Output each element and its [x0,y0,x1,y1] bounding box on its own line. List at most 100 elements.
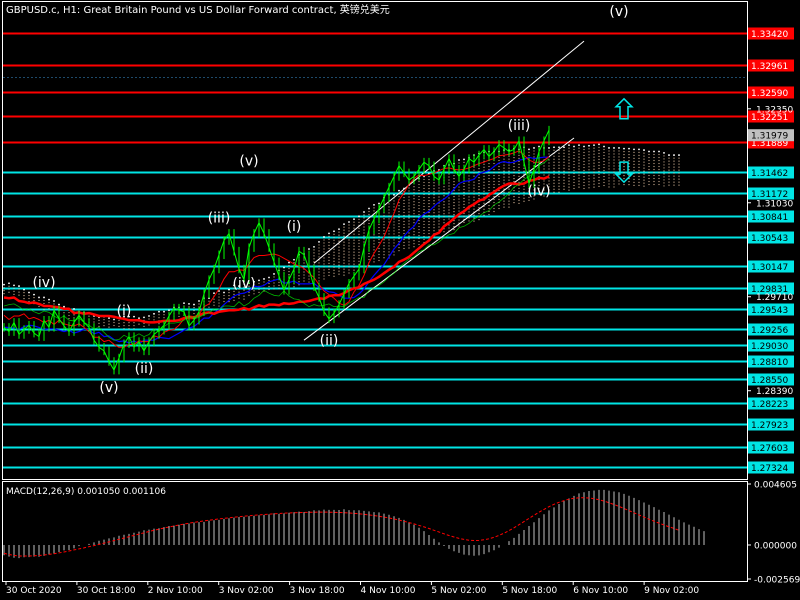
cloud-dot [488,177,490,180]
cloud-dot [468,196,470,198]
cloud-dot [508,200,510,202]
macd-pane[interactable]: 0.004605 0.000000 -0.002569 MACD(12,26,9) … [2,481,800,586]
cloud-dot [588,178,590,180]
cloud-edge-dot [633,148,635,151]
cloud-dot [518,154,520,156]
cloud-dot [473,196,475,198]
cloud-dot [443,204,445,206]
cloud-dot [568,177,570,179]
cloud-dot [378,259,380,262]
cloud-dot [218,293,220,295]
cloud-dot [388,206,390,208]
cloud-dot [423,199,425,202]
cloud-dot [428,226,430,229]
cloud-dot [578,150,580,152]
cloud-dot [343,262,345,264]
cloud-dot [133,325,135,327]
cloud-dot [483,202,485,204]
level-label: 1.28223 [751,400,788,410]
cloud-dot [623,178,625,180]
cloud-dot [428,211,430,214]
cloud-dot [413,198,415,200]
cloud-dot [468,175,470,177]
cloud-dot [338,231,340,233]
cloud-dot [333,239,335,241]
level-tag [748,282,794,295]
cloud-dot [398,217,400,219]
level-label: 1.28550 [751,376,788,386]
cloud-dot [568,156,570,158]
cloud-dot [498,156,500,159]
cloud-edge-dot [678,154,680,156]
wave-label: (iii) [208,211,231,227]
cloud-dot [523,176,525,178]
cloud-dot [518,181,520,183]
cloud-dot [513,160,515,162]
cloud-dot [673,175,675,177]
cloud-dot [478,207,480,209]
cloud-dot [288,273,290,276]
cloud-dot [408,217,410,219]
level-tag [748,339,794,352]
moving-averages [3,150,550,348]
cloud-dot [373,207,375,209]
cloud-dot [493,201,495,204]
cloud-dot [563,179,565,181]
cloud-dot [8,288,10,290]
price-pane[interactable]: (iv) (i) (v) (ii) (iii) (iv) (v) (i) (ii) (iii) (i… [2,1,795,480]
level-tag [748,231,794,244]
cloud-edge-dot [213,292,215,295]
cloud-dot [533,156,535,158]
cloud-dot [603,157,605,160]
cloud-dot [433,188,435,190]
cloud-dot [643,158,645,160]
cloud-dot [468,187,470,189]
cloud-dot [588,160,590,162]
cloud-dot [398,232,400,234]
cloud-dot [368,264,370,267]
cloud-edge-dot [648,150,650,153]
cloud-dot [573,181,575,184]
cloud-edge-dot [458,159,460,161]
cloud-dot [423,184,425,187]
cloud-dot [358,263,360,265]
cloud-dot [13,290,15,292]
cloud-dot [508,197,510,199]
cloud-dot [443,207,445,209]
cloud-dot [398,235,400,237]
cloud-dot [403,202,405,205]
cloud-dot [418,204,420,207]
cloud-dot [673,181,675,183]
cloud-dot [338,243,340,245]
cloud-dot [513,181,515,183]
cloud-dot [358,260,360,262]
cloud-dot [528,196,530,198]
cloud-dot [483,181,485,183]
cloud-dot [543,186,545,188]
cloud-dot [488,183,490,186]
cloud-dot [633,184,635,186]
cloud-dot [498,174,500,177]
cloud-dot [568,174,570,176]
cloud-dot [373,234,375,236]
cloud-dot [188,306,190,308]
cloud-dot [653,168,655,171]
cloud-dot [468,184,470,186]
cloud-dot [463,185,465,187]
cloud-dot [488,198,490,201]
cloud-dot [553,179,555,181]
cloud-dot [558,179,560,181]
cloud-dot [548,180,550,182]
cloud-dot [393,242,395,244]
cloud-dot [558,152,560,154]
cloud-dot [558,161,560,163]
cloud-dot [608,162,610,164]
level-label: 1.27923 [751,421,788,431]
cloud-dot [573,169,575,172]
cloud-dot [633,175,635,177]
cloud-dot [638,166,640,168]
cloud-dot [558,173,560,175]
cloud-dot [283,269,285,272]
cloud-dot [373,243,375,245]
